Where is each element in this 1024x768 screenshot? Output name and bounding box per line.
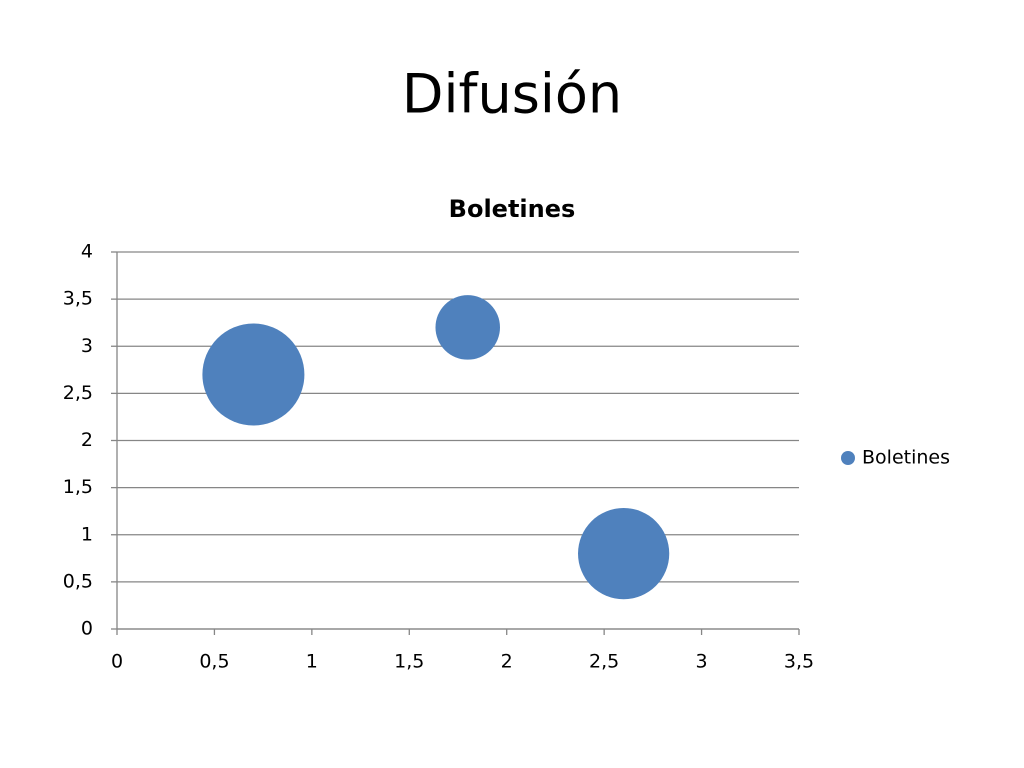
x-tick-label: 0,5	[199, 651, 229, 673]
y-tick-label: 3	[81, 335, 93, 357]
y-tick-label: 4	[81, 241, 93, 263]
x-tick-label: 2	[501, 651, 513, 673]
x-tick-label: 0	[111, 651, 123, 673]
x-tick-label: 3	[696, 651, 708, 673]
y-tick-label: 1	[81, 523, 93, 545]
legend-label: Boletines	[862, 447, 950, 469]
x-tick-label: 2,5	[589, 651, 619, 673]
y-tick-label: 2,5	[63, 382, 93, 404]
x-tick-label: 3,5	[784, 651, 814, 673]
x-tick-label: 1	[306, 651, 318, 673]
bubble	[435, 295, 500, 360]
y-tick-label: 2	[81, 429, 93, 451]
bubble	[202, 323, 305, 426]
y-tick-label: 1,5	[63, 476, 93, 498]
y-tick-label: 0	[81, 618, 93, 640]
y-tick-label: 3,5	[63, 288, 93, 310]
legend-marker	[841, 451, 855, 465]
chart-title: Boletines	[449, 195, 576, 223]
bubble	[578, 507, 670, 600]
x-tick-label: 1,5	[394, 651, 424, 673]
slide-title: Difusión	[402, 63, 622, 126]
y-tick-label: 0,5	[63, 570, 93, 592]
